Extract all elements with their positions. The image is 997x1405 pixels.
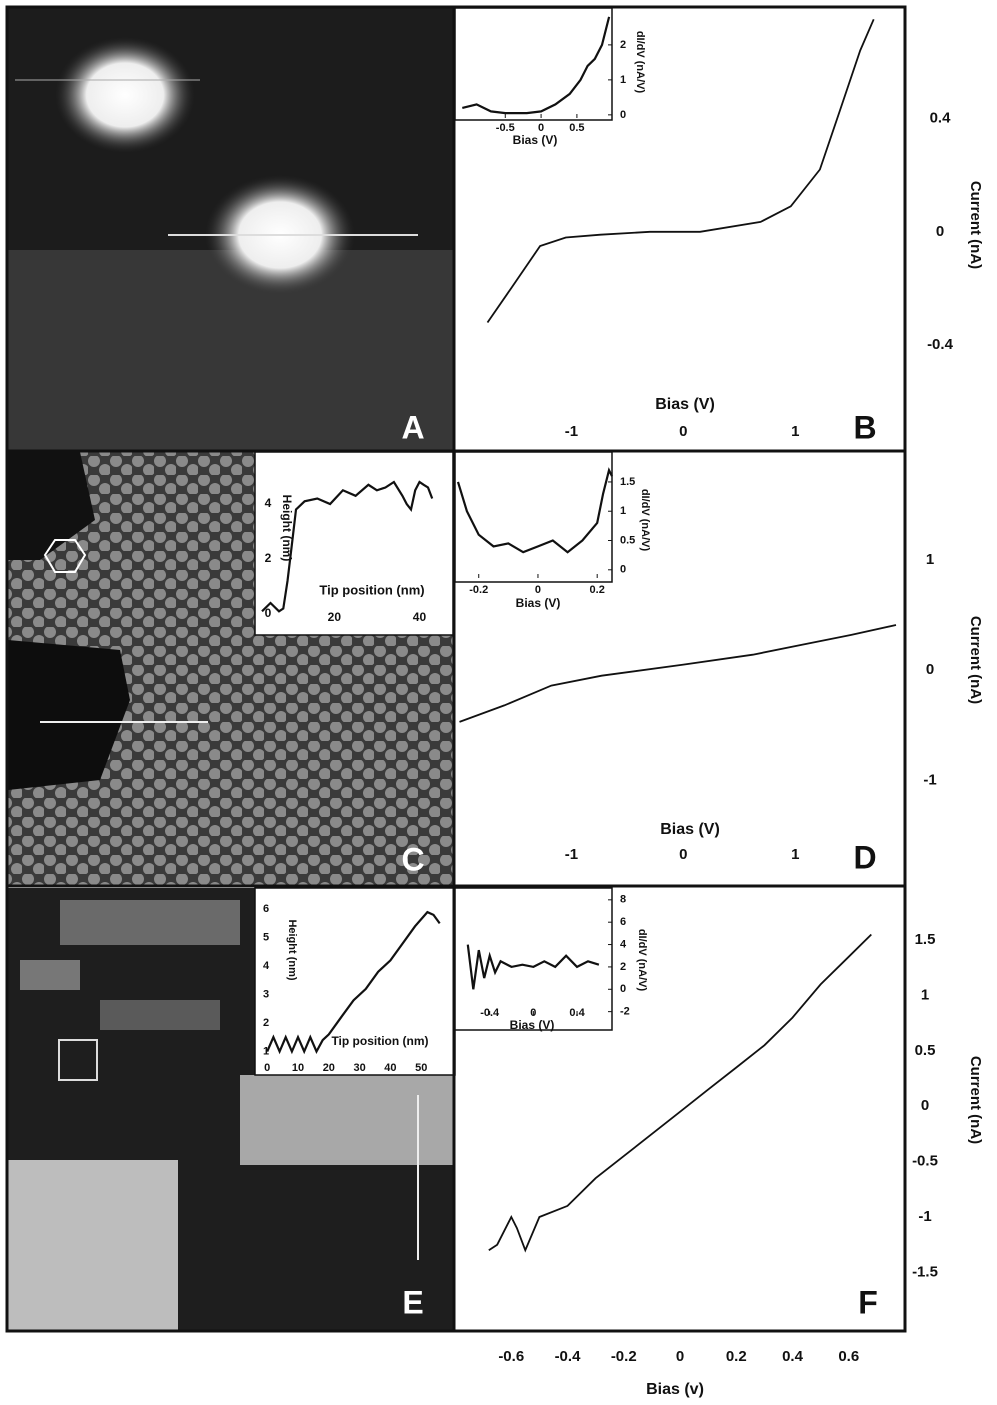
y-axis-label: Current (nA) — [967, 1056, 984, 1144]
y-axis-label: dI/dV (nA/V) — [636, 929, 648, 992]
chart-panel: -0.5 0 0.5 0 1 2 Bias (V) dI/dV (nA/V) — [455, 8, 646, 147]
y-tick-label: 0.4 — [930, 109, 952, 126]
x-axis-label: Bias (V) — [655, 396, 715, 413]
figure: A C E -1 0 1 -0.4 0 0.4 Bias (V) Current (nA) B -… — [0, 0, 997, 1405]
y-tick-label: 0 — [936, 223, 944, 240]
x-tick-label: 40 — [384, 1062, 396, 1074]
y-tick-label: 0 — [620, 109, 626, 121]
panel-label: A — [401, 409, 424, 445]
y-axis-label: dI/dV (nA/V) — [639, 489, 651, 552]
x-tick-label: -0.6 — [498, 1348, 524, 1365]
panel-label: B — [853, 409, 876, 445]
y-tick-label: 2 — [620, 39, 626, 51]
y-tick-label: 1 — [620, 505, 626, 517]
x-tick-label: 0.4 — [782, 1348, 804, 1365]
x-tick-label: -0.2 — [469, 584, 488, 596]
x-axis-label: Bias (V) — [660, 821, 720, 838]
x-tick-label: 1 — [791, 423, 799, 440]
y-tick-label: -1.5 — [912, 1263, 938, 1280]
x-axis-label: Tip position (nm) — [331, 1034, 428, 1048]
x-tick-label: 20 — [328, 610, 342, 624]
y-tick-label: 1.5 — [620, 476, 635, 488]
y-tick-label: 4 — [620, 938, 627, 950]
y-tick-label: 0 — [921, 1097, 929, 1114]
x-tick-label: -0.4 — [555, 1348, 582, 1365]
x-tick-label: 0.2 — [590, 584, 605, 596]
x-tick-label: 40 — [413, 610, 427, 624]
x-tick-label: -1 — [565, 846, 578, 863]
y-tick-label: -1 — [918, 1208, 931, 1225]
x-axis-label: Bias (V) — [516, 596, 561, 610]
y-tick-label: 2 — [620, 961, 626, 973]
y-tick-label: 5 — [263, 932, 269, 944]
y-tick-label: 3 — [263, 988, 269, 1000]
y-tick-label: 0.5 — [620, 534, 635, 546]
y-tick-label: -2 — [620, 1006, 630, 1018]
y-tick-label: 4 — [265, 496, 272, 510]
stm-image-a: A — [8, 8, 453, 450]
y-tick-label: -0.4 — [927, 336, 954, 353]
x-tick-label: 20 — [323, 1062, 335, 1074]
x-axis-label: Bias (V) — [513, 133, 558, 147]
y-tick-label: 1 — [926, 551, 934, 568]
y-tick-label: 1 — [620, 74, 626, 86]
x-tick-label: 0 — [535, 584, 541, 596]
panel-label: C — [401, 841, 424, 877]
y-tick-label: 2 — [265, 551, 272, 565]
x-tick-label: 0 — [679, 423, 687, 440]
x-tick-label: 0 — [679, 846, 687, 863]
y-tick-label: 1.5 — [915, 931, 936, 948]
y-tick-label: 1 — [921, 986, 929, 1003]
panel-label: F — [858, 1284, 878, 1320]
x-tick-label: 0 — [538, 122, 544, 134]
x-axis-label: Tip position (nm) — [319, 582, 424, 597]
panel-label: E — [402, 1284, 423, 1320]
data-line — [460, 625, 897, 722]
x-tick-label: 50 — [415, 1062, 427, 1074]
x-axis-label: Bias (V) — [510, 1018, 555, 1032]
x-tick-label: 0.2 — [726, 1348, 747, 1365]
x-tick-label: -1 — [565, 423, 578, 440]
y-tick-label: 6 — [620, 916, 626, 928]
chart-panel: -0.2 0 0.2 0 0.5 1 1.5 Bias (V) dI/dV (nA/V) — [455, 452, 651, 610]
y-axis-label: Current (nA) — [967, 616, 984, 704]
y-tick-label: 0 — [620, 564, 626, 576]
x-tick-label: -0.2 — [611, 1348, 637, 1365]
y-tick-label: 4 — [263, 960, 270, 972]
x-tick-label: 0 — [264, 1062, 270, 1074]
x-tick-label: -0.5 — [496, 122, 515, 134]
inset-frame — [455, 452, 612, 582]
y-tick-label: 0.5 — [915, 1042, 936, 1059]
y-tick-label: 0 — [926, 661, 934, 678]
x-tick-label: 0 — [676, 1348, 684, 1365]
x-tick-label: 0.6 — [838, 1348, 859, 1365]
x-tick-label: 10 — [292, 1062, 304, 1074]
y-axis-label: dI/dV (nA/V) — [634, 31, 646, 94]
y-tick-label: 6 — [263, 903, 269, 915]
y-axis-label: Height (nm) — [286, 919, 298, 980]
panel-label: D — [853, 839, 876, 875]
x-tick-label: 0.5 — [569, 122, 584, 134]
y-axis-label: Current (nA) — [967, 181, 984, 269]
x-tick-label: 1 — [791, 846, 799, 863]
x-tick-label: 30 — [353, 1062, 365, 1074]
y-tick-label: 0 — [620, 983, 626, 995]
x-axis-label: Bias (v) — [646, 1381, 704, 1398]
y-tick-label: 2 — [263, 1017, 269, 1029]
y-tick-label: -0.5 — [912, 1153, 938, 1170]
y-tick-label: -1 — [923, 771, 936, 788]
y-tick-label: 8 — [620, 894, 626, 906]
